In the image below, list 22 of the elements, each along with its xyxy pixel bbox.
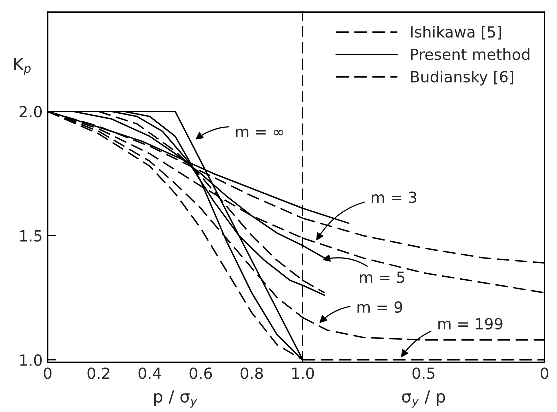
x-tick-label: 0.5 <box>412 368 435 380</box>
x-tick-label: 1.0 <box>292 368 314 380</box>
y-tick-label: 2.0 <box>20 106 42 118</box>
y-axis-title: K$_{p}$ <box>14 58 31 76</box>
x-axis-title: p / σ$_{y}$ <box>154 390 198 408</box>
x-axis-title: σ$_{y}$ / p <box>402 390 446 408</box>
annotation: m = 9 <box>358 302 402 314</box>
annotation: m = 3 <box>372 192 417 204</box>
x-tick-label: 0.2 <box>88 368 110 380</box>
annotation: m = 5 <box>360 272 405 284</box>
x-tick-label: 0.8 <box>240 368 264 380</box>
x-tick-label: 0 <box>44 368 52 380</box>
x-tick-label: 0.6 <box>190 368 212 380</box>
legend-label: Budiansky [6] <box>411 70 514 86</box>
legend-label: Present method <box>411 48 530 60</box>
y-tick-label: 1.5 <box>20 230 42 242</box>
annotation: m = ∞ <box>236 128 284 138</box>
annotation: m = 199 <box>438 318 503 330</box>
y-tick-label: 1.0 <box>20 354 42 366</box>
x-tick-label: 0.4 <box>138 368 162 380</box>
legend-label: Ishikawa [5] <box>411 26 502 40</box>
x-tick-label: 0 <box>540 368 549 380</box>
